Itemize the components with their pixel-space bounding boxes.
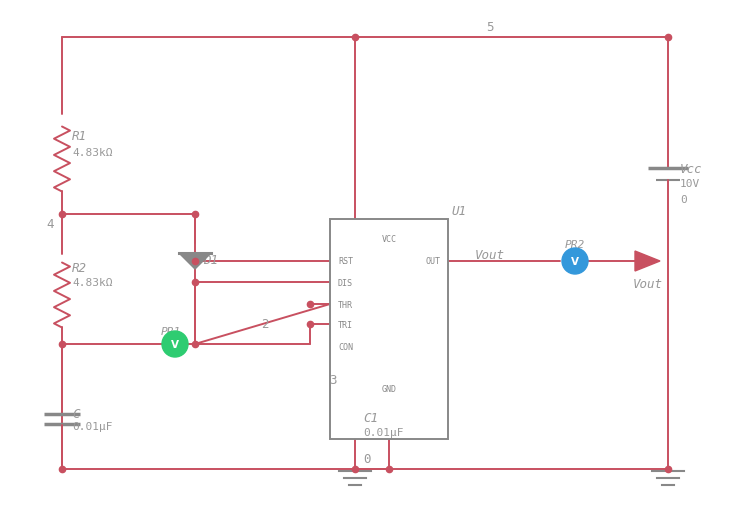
Text: 0: 0: [363, 452, 370, 465]
Polygon shape: [635, 251, 660, 271]
Text: TRI: TRI: [338, 320, 353, 329]
Text: V: V: [571, 257, 579, 267]
Text: 0.01μF: 0.01μF: [72, 421, 112, 431]
Text: 0.01μF: 0.01μF: [363, 427, 404, 437]
Text: 2: 2: [261, 318, 268, 330]
Text: 4: 4: [46, 217, 54, 231]
Text: RST: RST: [338, 257, 353, 266]
Text: C: C: [72, 407, 80, 420]
Text: Vcc: Vcc: [680, 163, 703, 176]
Text: OUT: OUT: [425, 257, 440, 266]
Text: 0: 0: [680, 194, 687, 205]
Text: 4.83kΩ: 4.83kΩ: [72, 148, 112, 158]
Text: DIS: DIS: [338, 278, 353, 287]
Text: R1: R1: [72, 130, 87, 143]
Text: 5: 5: [486, 21, 494, 34]
Text: C1: C1: [363, 411, 378, 424]
Bar: [330, 219, 448, 439]
Text: THR: THR: [338, 300, 353, 309]
Text: PR1: PR1: [160, 326, 182, 336]
Text: D1: D1: [203, 253, 218, 267]
Text: 10V: 10V: [680, 179, 700, 189]
Polygon shape: [179, 253, 211, 269]
Text: 3: 3: [329, 373, 337, 386]
Text: GND: GND: [382, 385, 397, 394]
Circle shape: [562, 248, 588, 274]
Text: V: V: [171, 340, 179, 349]
Text: PR2: PR2: [565, 240, 585, 249]
Text: 4.83kΩ: 4.83kΩ: [72, 277, 112, 288]
Text: CON: CON: [338, 342, 353, 351]
Text: U1: U1: [452, 205, 467, 217]
Text: VCC: VCC: [382, 235, 397, 244]
Text: Vout: Vout: [633, 277, 663, 291]
Text: R2: R2: [72, 262, 87, 274]
Circle shape: [162, 331, 188, 357]
Text: Vout: Vout: [475, 248, 505, 262]
